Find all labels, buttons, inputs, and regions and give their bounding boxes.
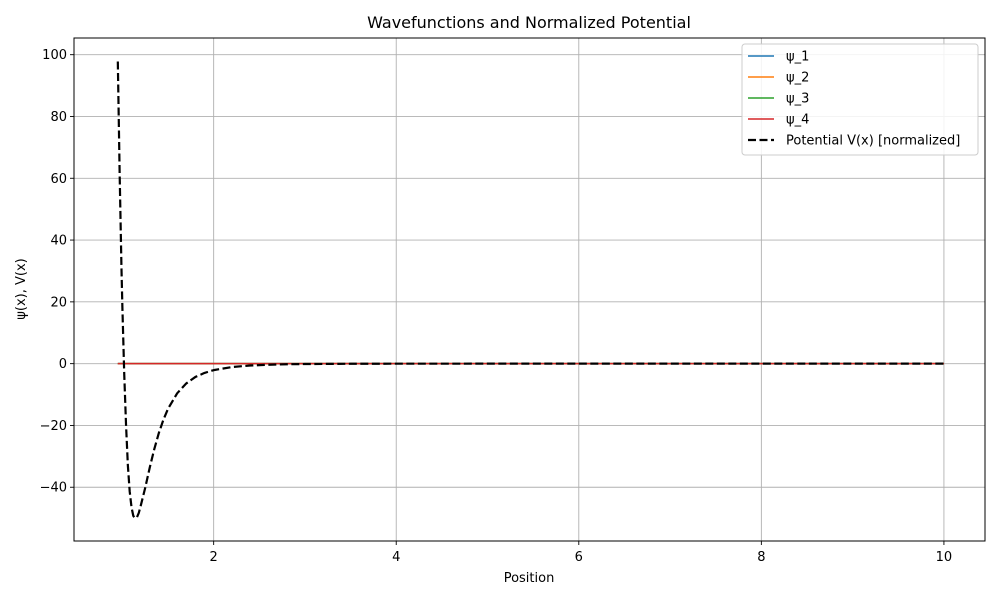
y-tick-label: 100 bbox=[42, 48, 67, 63]
x-tick-label: 2 bbox=[210, 550, 218, 565]
legend-label: ψ_4 bbox=[786, 113, 809, 128]
legend: ψ_1 ψ_2 ψ_3 ψ_4 Potential V(x) [normalized] bbox=[741, 43, 979, 156]
series-line-5 bbox=[116, 61, 944, 520]
legend-box bbox=[741, 43, 979, 156]
y-tick-label: 80 bbox=[50, 110, 67, 125]
legend-label: ψ_3 bbox=[786, 92, 809, 107]
plot-frame bbox=[73, 37, 986, 542]
y-tick-label: 60 bbox=[50, 172, 67, 187]
x-tick-label: 4 bbox=[392, 550, 400, 565]
legend-label: ψ_2 bbox=[786, 71, 809, 86]
legend-label: Potential V(x) [normalized] bbox=[786, 134, 960, 149]
y-tick-label: 0 bbox=[59, 357, 67, 372]
x-tick-label: 8 bbox=[757, 550, 765, 565]
legend-label: ψ_1 bbox=[786, 50, 809, 65]
y-tick-label: 20 bbox=[50, 295, 67, 310]
y-tick-label: −20 bbox=[40, 419, 67, 434]
y-tick-label: −40 bbox=[40, 481, 67, 496]
x-axis-label: Position bbox=[504, 571, 555, 586]
x-tick-label: 6 bbox=[575, 550, 583, 565]
chart-title: Wavefunctions and Normalized Potential bbox=[367, 13, 691, 32]
ticks: 2 4 6 8 10 −40 −20 0 20 40 60 80 100 bbox=[40, 48, 953, 565]
y-axis-label: ψ(x), V(x) bbox=[14, 258, 29, 319]
series-layer bbox=[116, 61, 944, 520]
y-tick-label: 40 bbox=[50, 234, 67, 249]
x-tick-label: 10 bbox=[936, 550, 953, 565]
